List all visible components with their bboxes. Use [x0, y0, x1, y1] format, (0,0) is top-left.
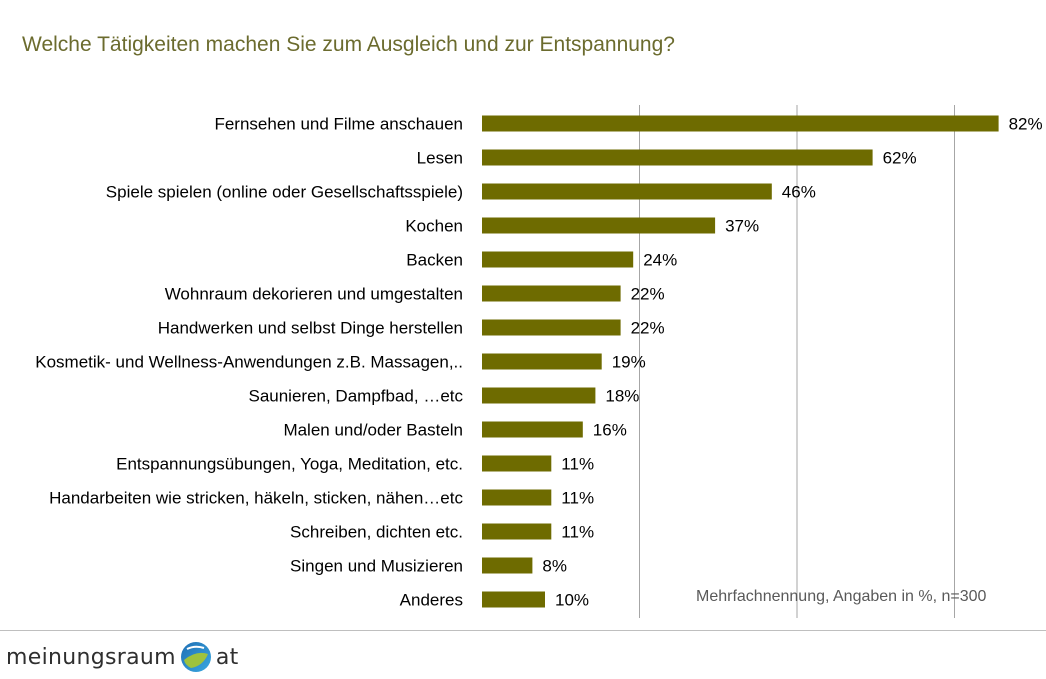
globe-icon — [180, 642, 211, 672]
value-label: 8% — [542, 557, 567, 576]
value-label: 82% — [1009, 115, 1043, 134]
category-label: Singen und Musizieren — [290, 557, 463, 576]
value-label: 46% — [782, 183, 816, 202]
category-label: Malen und/oder Basteln — [283, 421, 463, 440]
bar — [482, 251, 634, 268]
bar-chart: Fernsehen und Filme anschauen Lesen Spiele… — [35, 105, 1043, 618]
category-label: Lesen — [417, 149, 463, 168]
bar — [482, 523, 552, 540]
category-label: Kosmetik- und Wellness-Anwendungen z.B. … — [35, 353, 463, 372]
category-label: Schreiben, dichten etc. — [290, 523, 463, 542]
bar — [482, 149, 873, 166]
logo-text-right: at — [215, 644, 239, 670]
bar — [482, 217, 716, 234]
category-label: Spiele spielen (online oder Gesellschaft… — [106, 183, 463, 202]
category-label: Handarbeiten wie stricken, häkeln, stick… — [49, 489, 463, 508]
logo-text-left: meinungsraum — [6, 644, 176, 670]
sample-note: Mehrfachnennung, Angaben in %, n=300 — [696, 588, 987, 605]
bar — [482, 285, 621, 302]
bar — [482, 591, 545, 608]
value-label: 22% — [631, 319, 665, 338]
category-label: Kochen — [405, 217, 463, 236]
value-label: 37% — [725, 217, 759, 236]
value-label: 11% — [561, 489, 594, 508]
value-label: 11% — [561, 455, 594, 474]
bar — [482, 421, 583, 438]
bar — [482, 183, 772, 200]
value-label: 62% — [883, 149, 917, 168]
category-label: Backen — [406, 251, 463, 270]
value-label: 11% — [561, 523, 594, 542]
bar — [482, 489, 552, 506]
value-label: 19% — [612, 353, 646, 372]
bar — [482, 455, 552, 472]
value-label: 24% — [643, 251, 677, 270]
value-label: 18% — [605, 387, 639, 406]
logo: meinungsraum at — [6, 640, 239, 674]
category-label: Saunieren, Dampfbad, …etc — [248, 387, 463, 406]
category-labels: Fernsehen und Filme anschauen Lesen Spiele… — [35, 115, 463, 610]
footer-divider — [0, 630, 1046, 631]
bar — [482, 353, 602, 370]
bar — [482, 115, 999, 132]
value-label: 16% — [593, 421, 627, 440]
category-label: Wohnraum dekorieren und umgestalten — [165, 285, 463, 304]
bar — [482, 557, 533, 574]
bar — [482, 387, 596, 404]
bar — [482, 319, 621, 336]
bars — [482, 115, 999, 608]
chart-title: Welche Tätigkeiten machen Sie zum Ausgle… — [22, 33, 675, 56]
category-label: Handwerken und selbst Dinge herstellen — [158, 319, 463, 338]
category-label: Entspannungsübungen, Yoga, Meditation, e… — [116, 455, 463, 474]
value-labels: 82% 62% 46% 37% 24% 22% 22% 19% 18% 16% 11% 11% 11% 8… — [542, 115, 1042, 610]
value-label: 22% — [631, 285, 665, 304]
category-label: Fernsehen und Filme anschauen — [214, 115, 463, 134]
category-label: Anderes — [400, 591, 463, 610]
value-label: 10% — [555, 591, 589, 610]
